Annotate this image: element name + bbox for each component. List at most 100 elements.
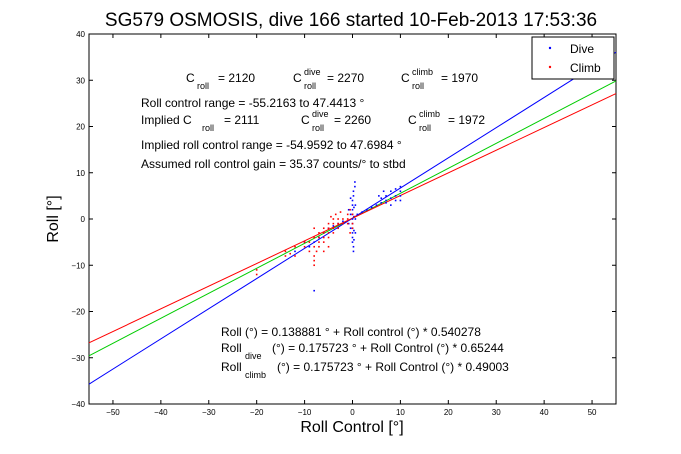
data-point-dive — [353, 229, 355, 232]
data-point-dive — [382, 190, 385, 193]
data-point-climb — [284, 255, 287, 257]
data-point-climb — [339, 211, 342, 213]
data-point-climb — [332, 222, 335, 225]
data-point-climb — [313, 245, 315, 248]
data-point-climb — [351, 227, 354, 230]
data-point-climb — [327, 227, 330, 230]
data-point-climb — [327, 236, 330, 239]
x-tick-label: 30 — [492, 408, 501, 417]
data-point-dive — [366, 208, 368, 211]
legend-marker-climb — [548, 65, 552, 69]
assumed-roll-control-gain: Assumed roll control gain = 35.37 counts… — [141, 157, 406, 171]
data-point-dive — [332, 225, 335, 227]
data-point-climb — [255, 273, 258, 276]
data-point-climb — [303, 245, 306, 248]
data-point-climb — [327, 222, 330, 225]
c-roll-climb-main: C — [401, 71, 410, 85]
data-point-dive — [351, 208, 354, 211]
data-point-climb — [322, 232, 325, 234]
data-point-dive — [353, 239, 355, 241]
data-point-dive — [351, 218, 354, 220]
data-point-dive — [399, 199, 402, 202]
data-point-climb — [284, 250, 287, 253]
c-roll-dive-main: C — [293, 71, 302, 85]
y-tick-label: 30 — [76, 76, 85, 85]
data-point-climb — [315, 250, 318, 253]
data-point-dive — [385, 199, 387, 202]
calibration-annotations: C roll = 2120 C dive roll = 2270 C climb… — [141, 67, 509, 380]
implied-c-roll-eq: = 2111 — [224, 113, 260, 127]
data-point-dive — [351, 199, 354, 202]
implied-c-roll-climb-sup: climb — [419, 109, 440, 119]
data-point-climb — [294, 255, 296, 257]
implied-c-roll-dive-sup: dive — [312, 109, 329, 119]
y-tick-label: 10 — [76, 169, 85, 178]
implied-c-roll-dive-main: C — [301, 113, 310, 127]
data-point-dive — [385, 195, 387, 197]
data-point-climb — [255, 269, 258, 271]
fit-equation-dive-main: Roll — [221, 341, 242, 355]
y-tick-label: −30 — [71, 354, 85, 363]
data-point-dive — [378, 195, 380, 197]
y-tick-label: 20 — [76, 123, 85, 132]
x-tick-label: 40 — [540, 408, 549, 417]
implied-c-roll-dive-sub: roll — [312, 123, 324, 133]
data-point-climb — [351, 222, 354, 225]
data-point-climb — [322, 241, 325, 243]
data-point-climb — [332, 218, 335, 220]
data-point-climb — [313, 255, 315, 257]
data-point-climb — [289, 252, 292, 255]
c-roll-climb-sub: roll — [412, 81, 424, 91]
data-point-climb — [327, 245, 330, 248]
data-point-dive — [353, 206, 355, 209]
data-point-dive — [349, 227, 352, 230]
data-point-dive — [375, 204, 378, 206]
data-point-climb — [337, 227, 339, 230]
chart-title: SG579 OSMOSIS, dive 166 started 10-Feb-2… — [105, 10, 597, 31]
data-point-climb — [313, 236, 315, 239]
data-point-climb — [349, 208, 351, 211]
c-roll-eq: = 2120 — [218, 71, 255, 85]
data-point-climb — [322, 250, 325, 253]
implied-c-roll-climb-eq: = 1972 — [448, 113, 485, 127]
data-point-dive — [399, 195, 402, 197]
data-point-climb — [318, 236, 320, 239]
data-point-climb — [313, 227, 315, 230]
data-point-dive — [385, 202, 387, 204]
data-point-dive — [354, 181, 356, 183]
axis-ticks: −50 −40 −30 −20 −10 0 10 20 30 40 50 −40 −30 −20 −10 0 1… — [71, 30, 616, 417]
data-point-dive — [351, 236, 354, 239]
data-point-dive — [354, 232, 357, 234]
data-point-dive — [351, 232, 354, 234]
data-point-dive — [394, 195, 397, 197]
fit-equation-all: Roll (°) = 0.138881 ° + Roll control (°)… — [221, 325, 481, 339]
x-tick-label: 10 — [396, 408, 405, 417]
implied-c-roll-dive-eq: = 2260 — [334, 113, 371, 127]
data-point-dive — [347, 208, 350, 211]
roll-control-range: Roll control range = -55.2163 to 47.4413… — [141, 96, 364, 110]
y-tick-label: −10 — [71, 261, 85, 270]
data-point-dive — [313, 241, 315, 243]
data-point-dive — [353, 215, 355, 218]
data-point-dive — [399, 190, 402, 193]
legend-box — [531, 36, 615, 80]
data-point-dive — [354, 185, 356, 188]
implied-c-roll-sub: roll — [202, 123, 214, 133]
data-points — [255, 181, 402, 292]
c-roll-sub: roll — [197, 81, 209, 91]
implied-c-roll-climb-main: C — [408, 113, 417, 127]
fit-line — [88, 93, 617, 344]
y-tick-label: 0 — [81, 215, 86, 224]
data-point-climb — [322, 236, 325, 239]
fit-equation-dive-rest: (°) = 0.175723 ° + Roll Control (°) * 0.… — [272, 341, 504, 355]
data-point-dive — [380, 202, 383, 204]
data-point-climb — [342, 218, 344, 220]
x-tick-label: −20 — [250, 408, 264, 417]
data-point-climb — [327, 232, 330, 234]
implied-c-roll-main: Implied C — [141, 113, 192, 127]
data-point-climb — [332, 232, 335, 234]
data-point-climb — [332, 227, 335, 230]
data-point-climb — [337, 222, 339, 225]
x-tick-label: 0 — [350, 408, 355, 417]
